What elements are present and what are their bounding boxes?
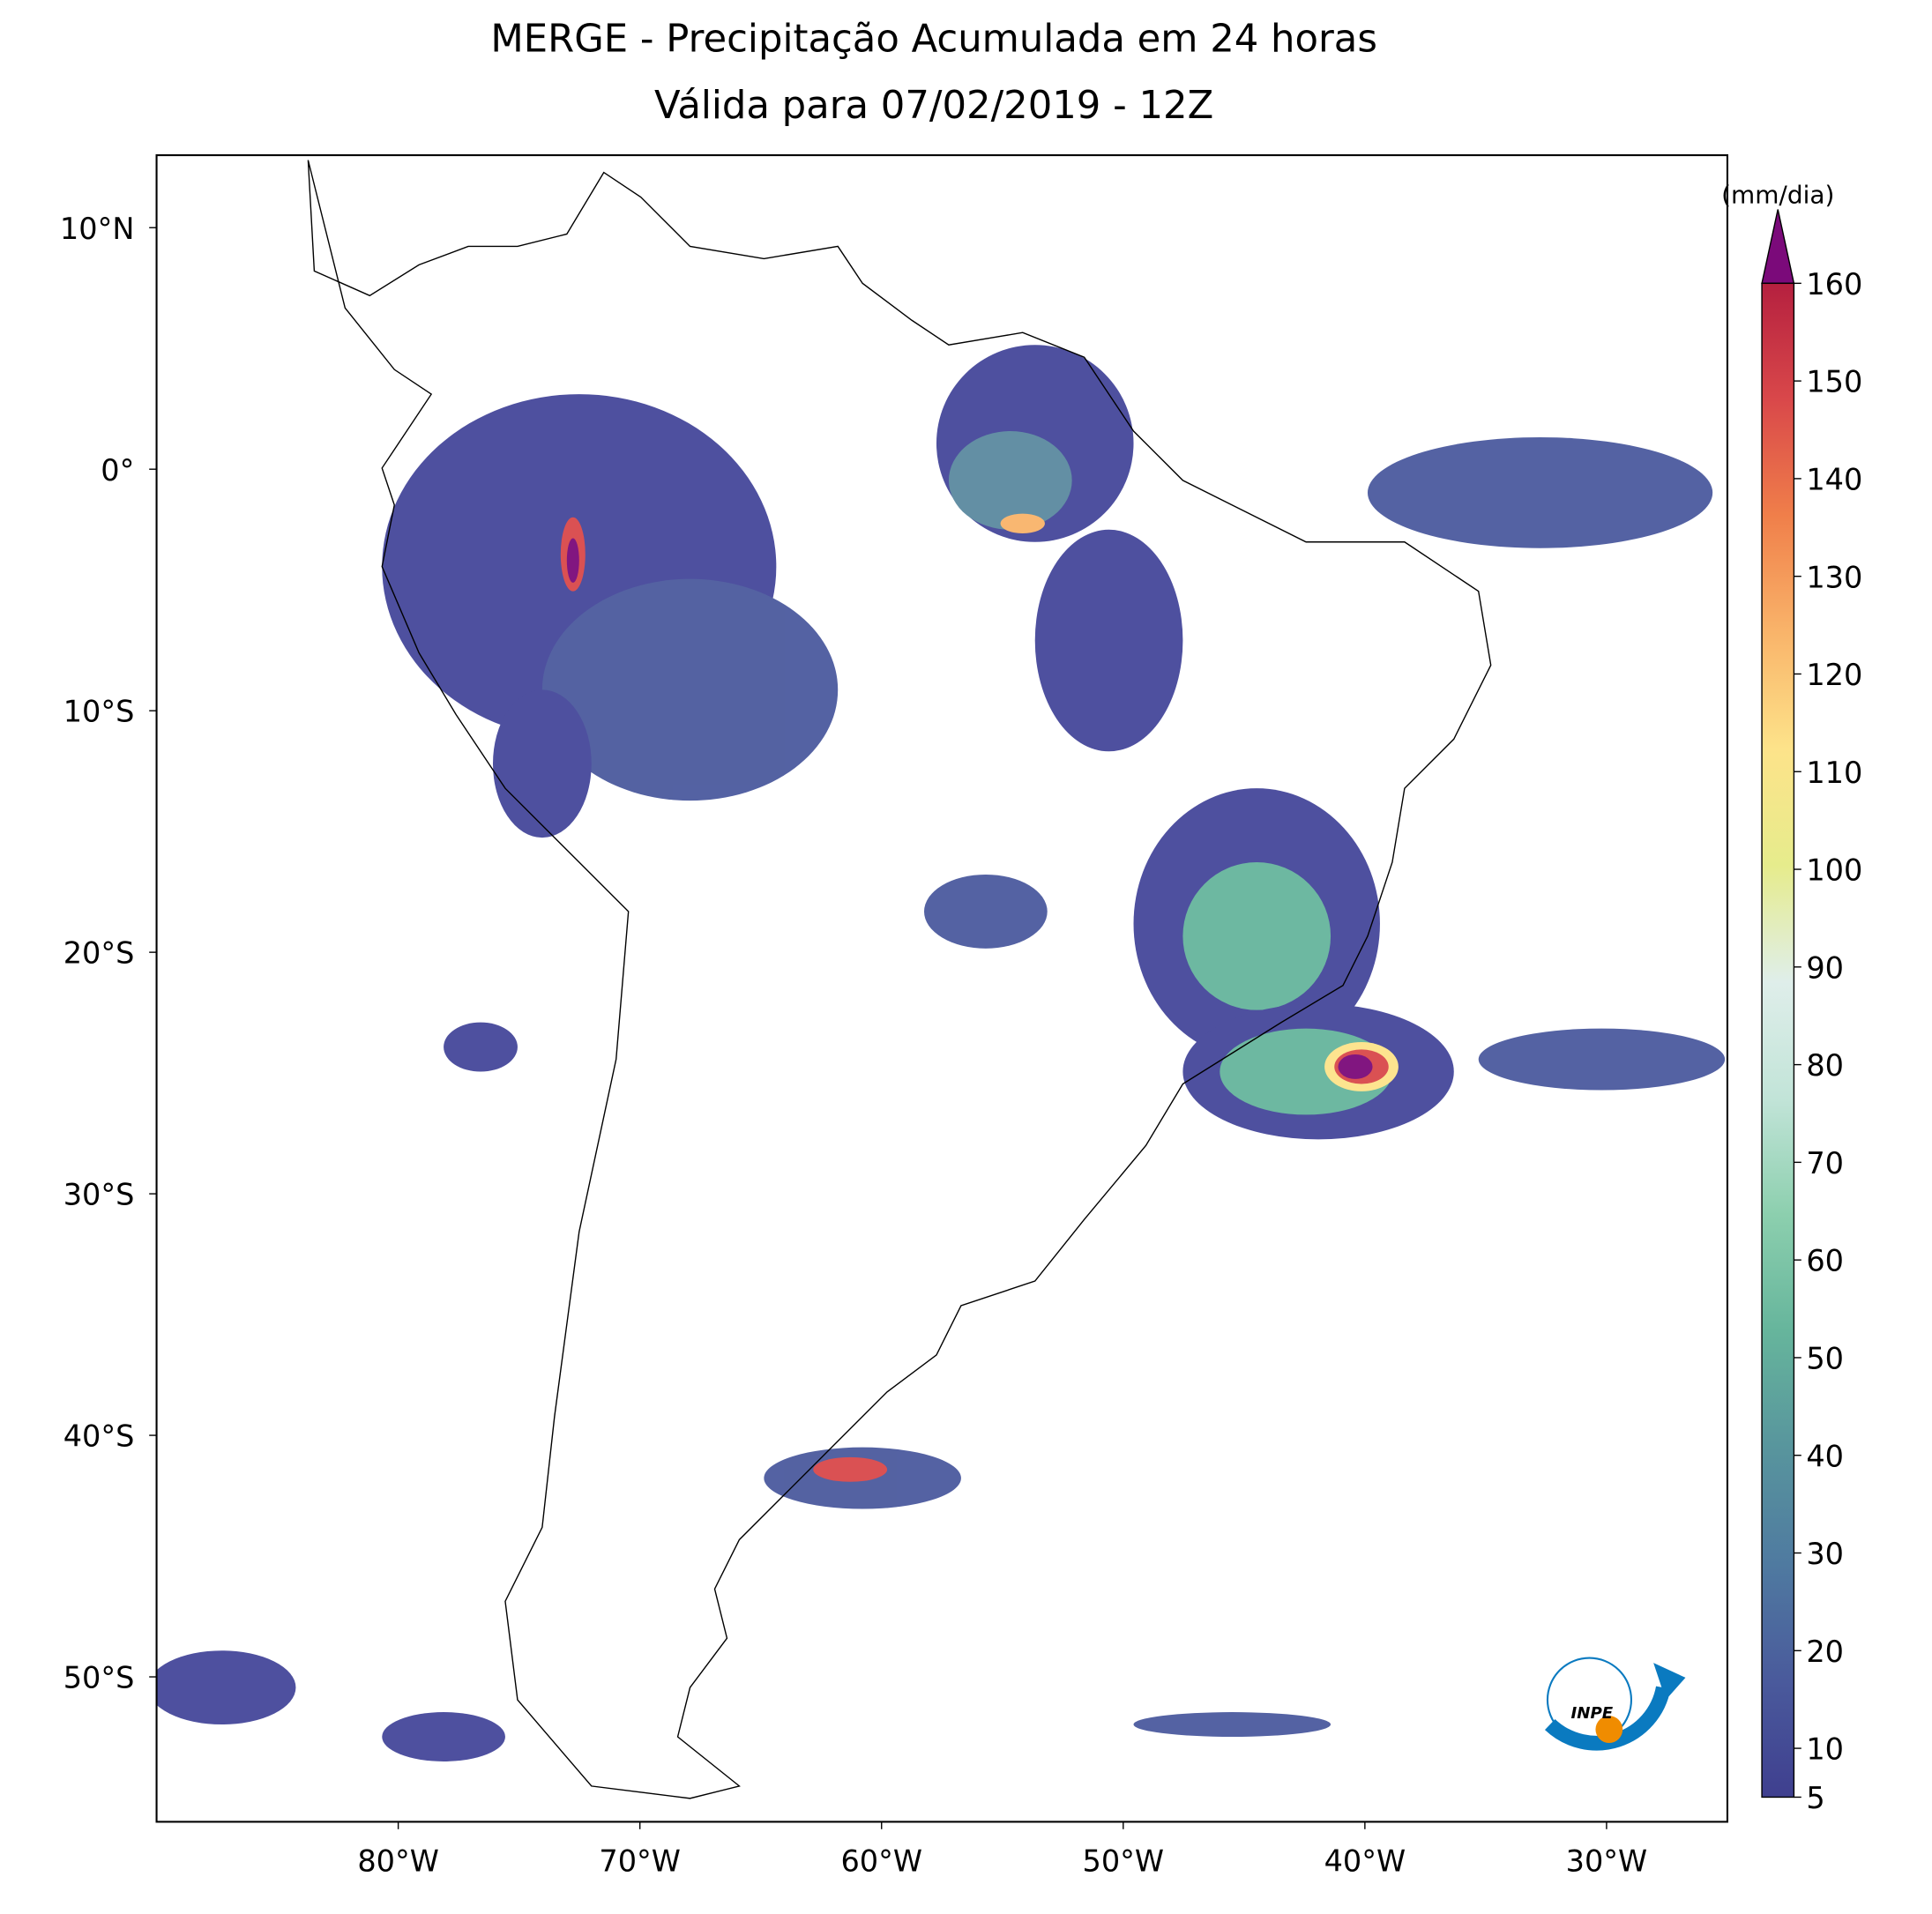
colorbar-tick-label: 140 [1806, 462, 1862, 496]
y-tick-label: 0° [101, 453, 134, 488]
y-tick-label: 30°S [63, 1178, 135, 1212]
colorbar-tick-label: 100 [1806, 853, 1862, 888]
inpe-logo: INPE [1544, 1657, 1686, 1751]
colorbar-tick-label: 10 [1806, 1732, 1844, 1767]
x-tick-label: 50°W [1083, 1843, 1165, 1878]
x-tick-label: 60°W [840, 1843, 922, 1878]
y-tick-label: 20°S [63, 936, 135, 971]
precipitation-field [156, 345, 1726, 1761]
svg-text:INPE: INPE [1571, 1704, 1614, 1723]
colorbar-tick-label: 5 [1806, 1781, 1824, 1815]
x-tick-label: 80°W [357, 1843, 439, 1878]
colorbar-extend [1761, 209, 1795, 285]
colorbar-label: (mm/dia) [1721, 181, 1834, 210]
colorbar-tick-label: 70 [1806, 1146, 1844, 1180]
colorbar-tick-label: 40 [1806, 1439, 1844, 1473]
colorbar-tick-label: 30 [1806, 1537, 1844, 1571]
colorbar-frame [1761, 282, 1795, 1799]
y-tick-label: 40°S [63, 1419, 135, 1454]
colorbar-tick-label: 120 [1806, 658, 1862, 692]
y-tick-label: 10°N [60, 212, 134, 246]
colorbar-tick-label: 60 [1806, 1244, 1844, 1278]
colorbar-tick-label: 160 [1806, 267, 1862, 302]
colorbar-scale [1762, 283, 1794, 1798]
map-area: INPE [156, 155, 1727, 1822]
y-tick-label: 10°S [63, 695, 135, 729]
colorbar-tick-label: 110 [1806, 756, 1862, 790]
colorbar-tick-label: 130 [1806, 560, 1862, 594]
x-tick-label: 30°W [1566, 1843, 1648, 1878]
coastline [307, 160, 1492, 1799]
axes: 80°W 70°W 60°W 50°W 40°W 30°W 10°N 0° 10°S 20°S 30… [60, 212, 1647, 1878]
x-tick-label: 40°W [1324, 1843, 1406, 1878]
colorbar-tick-label: 80 [1806, 1048, 1844, 1083]
x-tick-label: 70°W [599, 1843, 681, 1878]
map-title: MERGE - Precipitação Acumulada em 24 hor… [490, 18, 1376, 62]
map-subtitle: Válida para 07/02/2019 - 12Z [654, 84, 1213, 128]
colorbar-tick-label: 20 [1806, 1635, 1844, 1669]
colorbar: (mm/dia) 5 10 20 30 40 50 60 70 80 90 100 110 120 130 1… [1721, 181, 1862, 1816]
map-frame [155, 153, 1728, 1823]
colorbar-tick-label: 150 [1806, 365, 1862, 399]
colorbar-tick-label: 50 [1806, 1342, 1844, 1376]
colorbar-tick-label: 90 [1806, 950, 1844, 985]
y-tick-label: 50°S [63, 1661, 135, 1695]
